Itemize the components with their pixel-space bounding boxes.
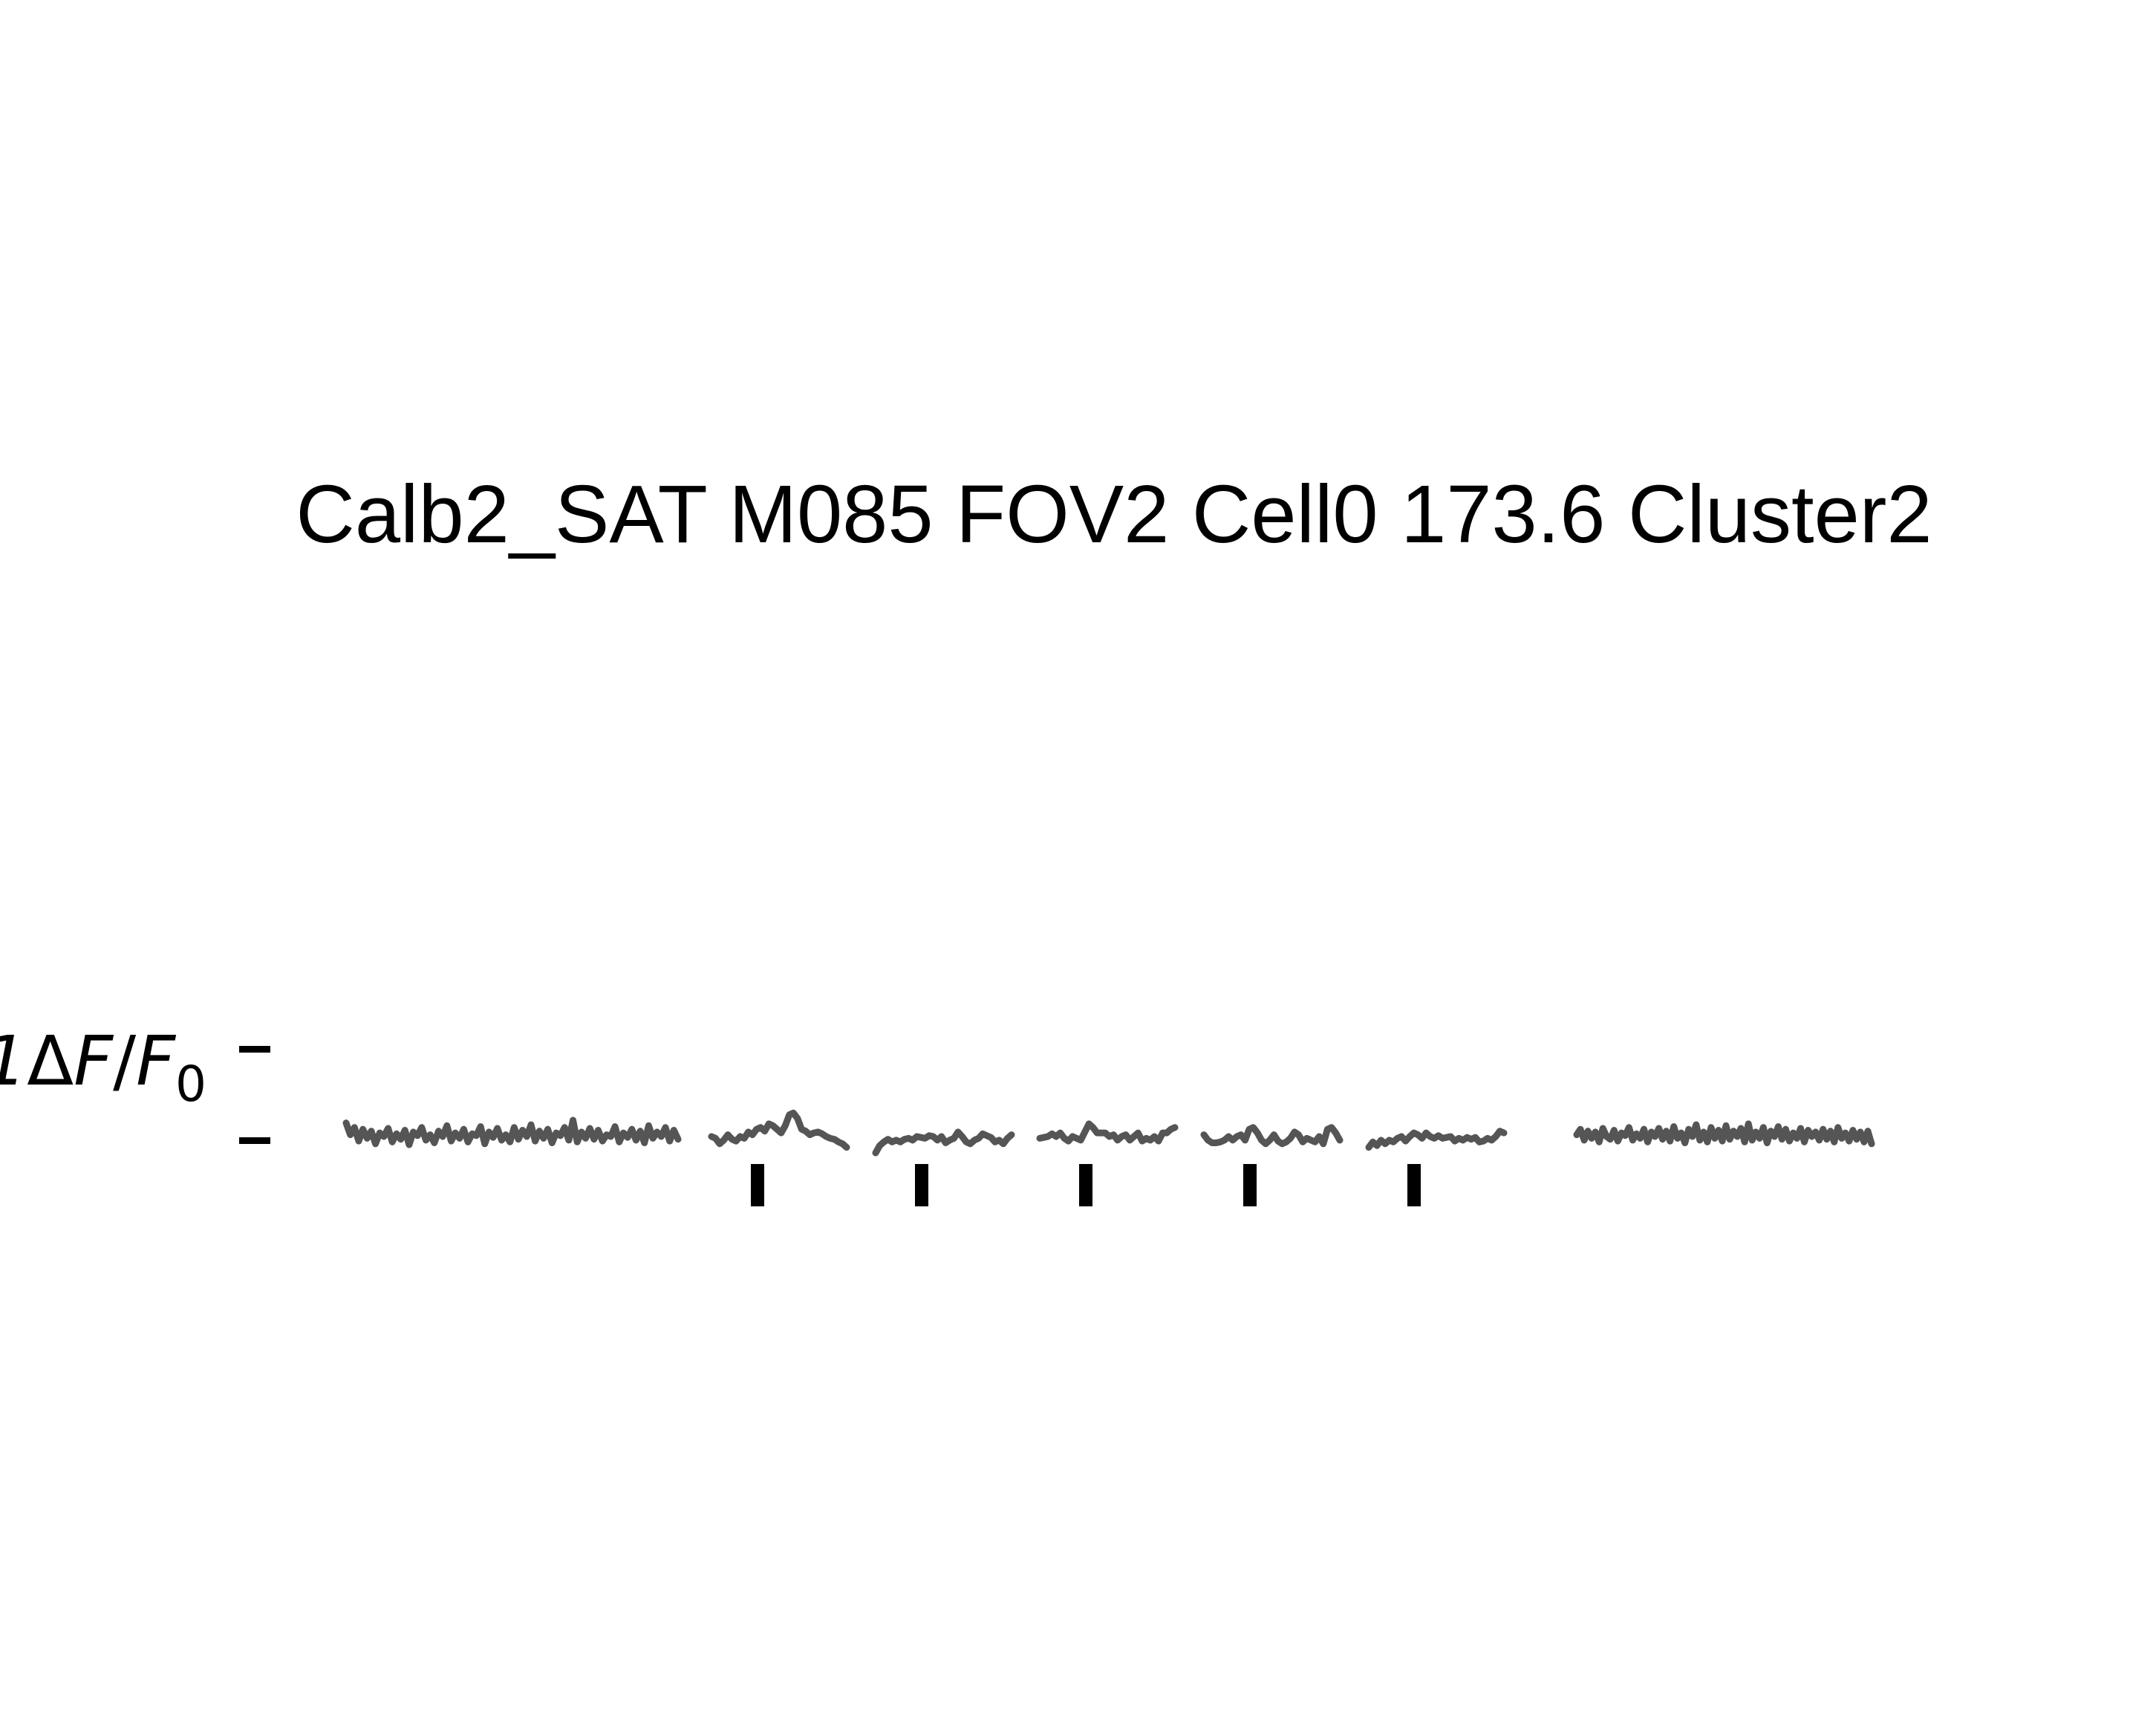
scale-bar-tick-top <box>239 1046 270 1053</box>
stim-marker-1 <box>751 1164 764 1206</box>
stim-marker-2 <box>915 1164 928 1206</box>
trace-baseline <box>342 1116 682 1148</box>
scale-bar-tick-bottom <box>239 1137 270 1144</box>
trace-post <box>1573 1120 1875 1148</box>
trace-stim-1 <box>708 1109 850 1151</box>
stim-marker-3 <box>1079 1164 1092 1206</box>
stim-marker-group <box>751 1164 1421 1206</box>
scale-bar-label-delta: Δ <box>27 1021 74 1101</box>
chart-title: Calb2_SAT M085 FOV2 Cell0 173.6 Cluster2 <box>296 469 1932 560</box>
trace-group <box>342 1109 1875 1157</box>
scale-bar: 1ΔF/F0 <box>0 1021 270 1144</box>
scale-bar-label-value: 1 <box>0 1021 27 1101</box>
stim-marker-4 <box>1243 1164 1257 1206</box>
scale-bar-label-slash: / <box>113 1021 136 1101</box>
trace-stim-5 <box>1365 1128 1508 1151</box>
scale-bar-label-f0-subscript: 0 <box>175 1056 206 1113</box>
scale-bar-label-f: F <box>74 1021 114 1101</box>
stim-marker-5 <box>1407 1164 1421 1206</box>
trace-stim-4 <box>1200 1124 1344 1148</box>
trace-stim-3 <box>1036 1120 1179 1145</box>
trace-stim-2 <box>872 1128 1015 1157</box>
scale-bar-label-f0: F <box>136 1021 176 1101</box>
scale-bar-label: 1ΔF/F0 <box>0 1021 206 1113</box>
